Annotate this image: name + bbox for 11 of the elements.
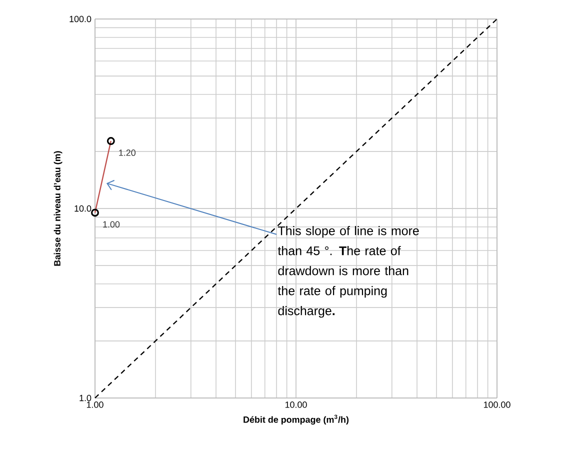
annotation: 1.00: [103, 221, 120, 228]
x-tick-label: 100.00: [484, 402, 510, 408]
annotation: 1.20: [119, 150, 136, 156]
y-axis-title: Baisse du niveau d’eau (m): [54, 151, 62, 266]
x-tick-label: 10.00: [285, 402, 307, 408]
y-tick-label: 100.0: [70, 16, 92, 22]
y-tick-label: 10.0: [74, 205, 92, 212]
annotation: This slope of line is more than 45 °. The rate of drawdown is more than the rate of pumping discharge.: [278, 226, 419, 318]
x-tick-label: 1.00: [86, 402, 104, 408]
y-tick-label: 1.0: [80, 394, 92, 402]
x-axis-title: Débit de pompage (m$^{3}$/h): [244, 414, 349, 425]
